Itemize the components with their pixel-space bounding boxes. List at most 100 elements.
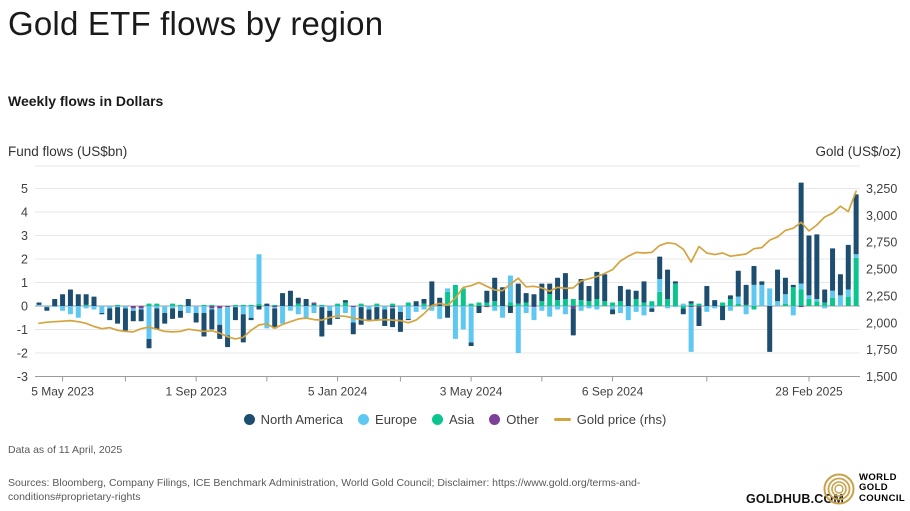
bar-segment: [743, 306, 749, 315]
bar-segment: [743, 304, 749, 306]
bar-segment: [680, 303, 686, 306]
bar-segment: [209, 308, 215, 310]
bar-segment: [688, 301, 694, 304]
bar-segment: [295, 297, 301, 304]
bar-segment: [390, 307, 396, 309]
bar-segment: [232, 306, 238, 308]
bar-segment: [146, 306, 152, 339]
sources-disclaimer: Sources: Bloomberg, Company Filings, ICE…: [8, 477, 641, 504]
bar-segment: [500, 287, 506, 306]
bar-segment: [500, 306, 506, 318]
bar-segment: [295, 303, 301, 306]
bar-segment: [201, 313, 207, 337]
bar-segment: [146, 303, 152, 306]
chart-subtitle: Weekly flows in Dollars: [8, 93, 164, 109]
legend-dot-icon: [358, 414, 370, 425]
bar-segment: [209, 306, 215, 309]
bar-segment: [578, 300, 584, 306]
legend-item-north-america[interactable]: North America: [243, 412, 343, 427]
bar-segment: [217, 306, 223, 309]
bar-segment: [319, 304, 325, 306]
bar-segment: [452, 284, 458, 306]
right-axis-tick-label: 2,250: [866, 289, 897, 303]
wgc-wordmark: WORLD GOLD COUNCIL: [859, 472, 905, 504]
bar-segment: [837, 295, 843, 306]
bar-segment: [594, 306, 600, 310]
bar-segment: [209, 304, 215, 306]
bar-segment: [523, 306, 529, 314]
bar-segment: [790, 287, 796, 306]
bar-segment: [822, 302, 828, 306]
bar-segment: [272, 307, 278, 309]
gold-price-line: [38, 190, 857, 340]
bar-segment: [507, 306, 513, 314]
bar-segment: [806, 298, 812, 306]
bar-segment: [539, 306, 545, 311]
bar-segment: [547, 294, 553, 306]
bar-segment: [822, 306, 828, 309]
bar-segment: [845, 244, 851, 290]
bar-segment: [720, 302, 726, 306]
bar-segment: [759, 281, 765, 285]
bar-segment: [617, 306, 623, 314]
goldhub-wordmark: GOLDHUB.COM: [746, 492, 845, 506]
bar-segment: [696, 307, 702, 326]
bar-segment: [672, 281, 678, 284]
bar-segment: [382, 309, 388, 326]
bar-segment: [217, 324, 223, 339]
bar-segment: [751, 306, 757, 310]
bar-segment: [390, 306, 396, 308]
bar-segment: [115, 304, 121, 306]
bar-segment: [578, 278, 584, 301]
bar-segment: [225, 335, 231, 348]
bar-segment: [115, 306, 121, 308]
bar-segment: [138, 309, 144, 322]
bar-segment: [468, 306, 474, 343]
bar-segment: [240, 304, 246, 306]
bar-segment: [460, 288, 466, 306]
bar-segment: [99, 306, 105, 314]
bar-segment: [413, 301, 419, 306]
legend-line-icon: [553, 418, 571, 421]
bar-segment: [830, 248, 836, 291]
left-axis-tick-label: -2: [17, 347, 28, 361]
bar-segment: [342, 302, 348, 306]
legend-item-asia[interactable]: Asia: [431, 412, 474, 427]
bar-segment: [555, 300, 561, 306]
bar-segment: [492, 306, 498, 311]
bar-segment: [201, 306, 207, 314]
bar-segment: [335, 306, 341, 318]
bar-segment: [303, 298, 309, 306]
bar-segment: [767, 288, 773, 306]
bar-segment: [366, 309, 372, 322]
left-axis-tick-label: -1: [17, 323, 28, 337]
legend-item-other[interactable]: Other: [489, 412, 539, 427]
bar-segment: [264, 306, 270, 329]
x-axis-tick-label: 28 Feb 2025: [775, 385, 843, 399]
bar-segment: [256, 254, 262, 304]
bar-segment: [193, 306, 199, 314]
bar-segment: [625, 289, 631, 306]
bar-segment: [358, 306, 364, 308]
bar-segment: [390, 308, 396, 328]
bar-segment: [790, 284, 796, 288]
bar-segment: [358, 303, 364, 306]
bar-segment: [350, 306, 356, 308]
bar-segment: [617, 301, 623, 306]
bar-segment: [272, 306, 278, 308]
bar-segment: [798, 283, 804, 290]
bar-segment: [311, 303, 317, 305]
bar-segment: [107, 306, 113, 309]
bar-segment: [594, 271, 600, 299]
bar-segment: [413, 306, 419, 312]
bar-segment: [280, 293, 286, 306]
bar-segment: [555, 277, 561, 301]
bar-segment: [680, 308, 686, 315]
bar-segment: [162, 313, 168, 324]
legend-item-europe[interactable]: Europe: [358, 412, 417, 427]
bar-segment: [484, 290, 490, 303]
left-axis-title: Fund flows (US$bn): [8, 144, 128, 159]
legend-item-gold-price-rhs[interactable]: Gold price (rhs): [553, 412, 666, 427]
bar-segment: [405, 318, 411, 321]
page-title: Gold ETF flows by region: [8, 5, 384, 42]
